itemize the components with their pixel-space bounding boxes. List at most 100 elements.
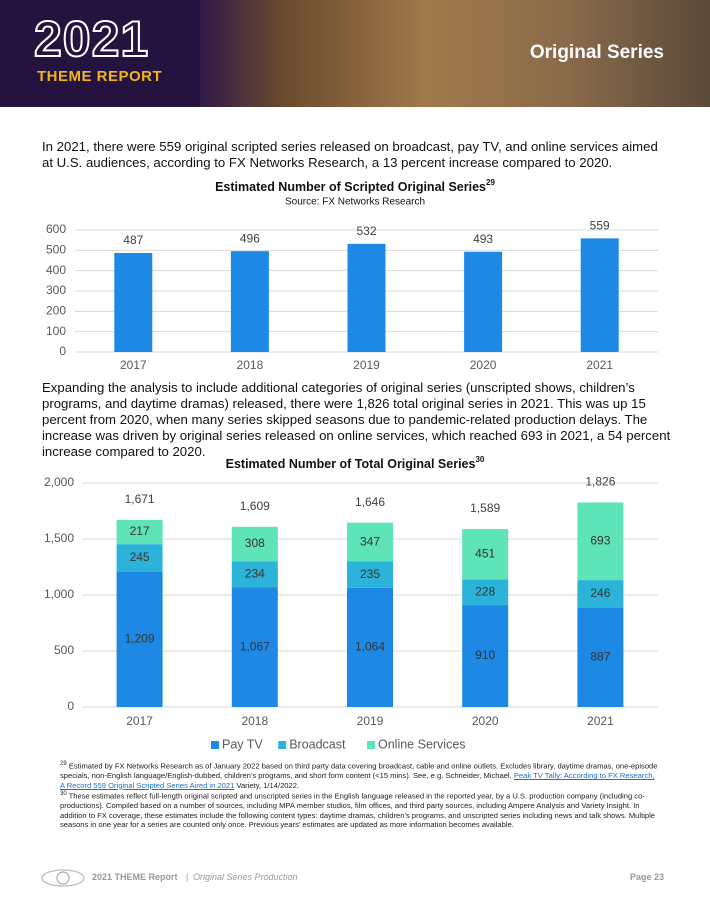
segment-label: 308 <box>245 536 265 550</box>
chart: Estimated Number of Total Original Serie… <box>44 455 658 751</box>
x-tick-label: 2017 <box>126 714 153 728</box>
y-tick-label: 300 <box>46 283 66 297</box>
footer: 2021 THEME Report | Original Series Prod… <box>40 868 670 888</box>
legend-label: Broadcast <box>289 737 346 751</box>
segment-label: 1,064 <box>355 640 385 654</box>
footer-separator: | <box>186 872 189 882</box>
bar-segment <box>347 561 393 588</box>
bar <box>114 252 153 352</box>
bar-segment <box>577 580 624 608</box>
total-label: 1,826 <box>585 475 615 489</box>
footnote-text: These estimates reflect full-length orig… <box>60 791 656 830</box>
header-banner: 2021 THEME REPORT Original Series <box>0 0 710 107</box>
x-tick-label: 2019 <box>353 358 380 372</box>
section-title: Original Series <box>529 42 664 63</box>
chart-title-text: Estimated Number of Scripted Original Se… <box>215 180 486 194</box>
bar-segment <box>347 522 393 562</box>
footnote-number: 30 <box>60 791 67 797</box>
bar-segment <box>347 587 393 707</box>
header-year: 2021 <box>33 11 150 67</box>
bar <box>464 251 503 352</box>
segment-label: 246 <box>590 586 610 600</box>
chart-title: Estimated Number of Scripted Original Se… <box>215 178 495 194</box>
segment-label: 217 <box>130 524 150 538</box>
segment-label: 451 <box>475 546 495 560</box>
chart-subtitle: Source: FX Networks Research <box>285 197 425 208</box>
footer-report: 2021 THEME Report <box>92 872 178 882</box>
footnote-number: 29 <box>60 761 67 767</box>
value-label: 487 <box>123 233 143 247</box>
segment-label: 245 <box>130 550 150 564</box>
segment-label: 228 <box>475 584 495 598</box>
bar-segment <box>116 571 163 707</box>
x-tick-label: 2018 <box>241 714 268 728</box>
x-tick-label: 2018 <box>237 358 264 372</box>
segment-label: 1,067 <box>240 639 270 653</box>
segment-label: 910 <box>475 648 495 662</box>
chart-title: Estimated Number of Total Original Serie… <box>226 455 485 471</box>
x-tick-label: 2019 <box>357 714 384 728</box>
y-tick-label: 500 <box>46 243 66 257</box>
total-label: 1,589 <box>470 501 500 515</box>
footnote-text: Variety, 1/14/2022. <box>234 780 300 790</box>
bar-segment <box>116 544 163 572</box>
chart-title-sup: 30 <box>475 455 484 464</box>
header-panel <box>0 0 200 107</box>
bar-segment <box>231 587 278 707</box>
segment-label: 234 <box>245 567 265 581</box>
bar <box>580 238 619 352</box>
value-label: 559 <box>590 219 610 233</box>
x-tick-label: 2017 <box>120 358 147 372</box>
legend-swatch <box>278 741 287 749</box>
y-tick-label: 1,000 <box>44 587 74 601</box>
footer-logo <box>41 869 85 887</box>
segment-label: 1,209 <box>125 631 155 645</box>
legend-swatch <box>211 741 219 749</box>
bar <box>347 243 386 352</box>
total-label: 1,646 <box>355 495 385 509</box>
y-tick-label: 0 <box>59 344 66 358</box>
legend-label: Pay TV <box>222 737 263 751</box>
x-tick-label: 2021 <box>586 358 613 372</box>
legend-label: Online Services <box>378 737 466 751</box>
chart: Estimated Number of Scripted Original Se… <box>46 178 658 372</box>
y-tick-label: 600 <box>46 222 66 236</box>
footnote-text: Estimated by FX Networks Research as of … <box>60 761 658 781</box>
y-tick-label: 500 <box>54 643 74 657</box>
segment-label: 347 <box>360 534 380 548</box>
y-tick-label: 0 <box>67 699 74 713</box>
value-label: 493 <box>473 232 493 246</box>
y-tick-label: 2,000 <box>44 475 74 489</box>
bar-segment <box>231 561 278 588</box>
x-tick-label: 2021 <box>587 714 614 728</box>
footnote: 29 Estimated by FX Networks Research as … <box>60 760 660 790</box>
y-tick-label: 100 <box>46 324 66 338</box>
header-subtitle: THEME REPORT <box>37 68 163 85</box>
bar <box>230 251 269 352</box>
total-label: 1,671 <box>125 492 155 506</box>
total-label: 1,609 <box>240 499 270 513</box>
bar-segment <box>462 529 509 580</box>
segment-label: 887 <box>590 649 610 663</box>
segment-label: 693 <box>590 533 610 547</box>
x-tick-label: 2020 <box>472 714 499 728</box>
chart-title-sup: 29 <box>486 178 495 187</box>
bar-segment <box>462 579 509 606</box>
footnote-link[interactable]: Peak TV Tally: According to FX Research,… <box>60 771 655 790</box>
x-tick-label: 2020 <box>470 358 497 372</box>
y-tick-label: 200 <box>46 304 66 318</box>
footer-section: Original Series Production <box>193 872 298 882</box>
bar-segment <box>577 607 624 707</box>
bar-segment <box>231 526 278 562</box>
segment-label: 235 <box>360 567 380 581</box>
value-label: 496 <box>240 231 260 245</box>
chart-title-text: Estimated Number of Total Original Serie… <box>226 457 476 471</box>
legend-swatch <box>367 741 375 749</box>
value-label: 532 <box>356 224 376 238</box>
paragraph: In 2021, there were 559 original scripte… <box>42 139 658 170</box>
bar-segment <box>577 502 624 581</box>
y-tick-label: 400 <box>46 263 66 277</box>
page-number: Page 23 <box>629 872 664 882</box>
footnote: 30 These estimates reflect full-length o… <box>60 790 660 830</box>
